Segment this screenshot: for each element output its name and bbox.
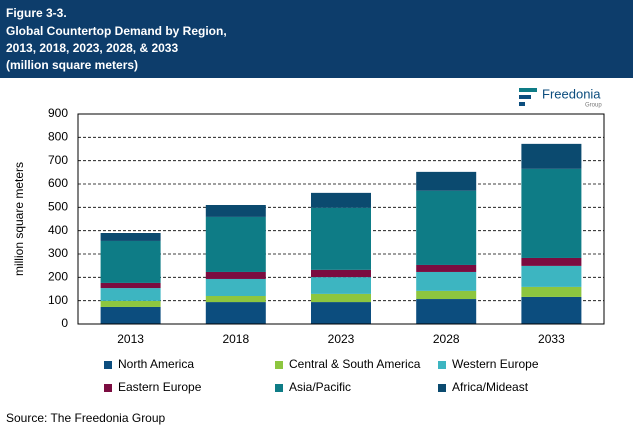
bar-segment xyxy=(416,290,477,300)
bar-segment xyxy=(100,288,161,301)
legend-label: Eastern Europe xyxy=(118,380,202,394)
bar-segment xyxy=(205,302,266,324)
y-tick-label: 900 xyxy=(48,106,68,120)
bar-segment xyxy=(311,207,371,270)
y-tick-label: 0 xyxy=(61,316,68,330)
bar-segment xyxy=(311,269,371,278)
bar-segment xyxy=(521,265,582,287)
legend-label: Central & South America xyxy=(289,357,421,371)
bar-segment xyxy=(416,190,477,265)
legend-label: Western Europe xyxy=(452,357,539,371)
figure-label: Figure 3-3. xyxy=(6,6,67,20)
bar-segment xyxy=(100,306,161,324)
bar-segment xyxy=(311,192,371,208)
chart-title: 2013, 2018, 2023, 2028, & 2033 xyxy=(6,41,178,55)
logo: Freedonia Group xyxy=(519,86,602,109)
logo-bar xyxy=(519,95,531,99)
x-tick-label: 2013 xyxy=(117,332,144,346)
bar-segment xyxy=(521,296,582,324)
bar-segment xyxy=(521,143,582,169)
logo-bar xyxy=(519,102,525,106)
bar-segment xyxy=(416,171,477,191)
bar-segment xyxy=(521,286,582,297)
x-tick-label: 2033 xyxy=(538,332,565,346)
chart-title: (million square meters) xyxy=(6,58,138,72)
x-tick-label: 2023 xyxy=(328,332,355,346)
legend-swatch xyxy=(438,361,446,369)
bar-segment xyxy=(416,271,477,291)
bar-segment xyxy=(311,302,371,324)
legend-label: North America xyxy=(118,357,194,371)
y-tick-label: 500 xyxy=(48,200,68,214)
legend-swatch xyxy=(275,361,283,369)
legend-swatch xyxy=(438,384,446,392)
bar-segment xyxy=(205,216,266,272)
bar-segment xyxy=(205,205,266,217)
header-band xyxy=(0,0,633,78)
plot-frame xyxy=(77,113,605,325)
y-tick-label: 800 xyxy=(48,130,68,144)
x-tick-label: 2018 xyxy=(222,332,249,346)
bar-segment xyxy=(521,257,582,266)
legend-label: Asia/Pacific xyxy=(289,380,351,394)
y-tick-label: 700 xyxy=(48,153,68,167)
legend-label: Africa/Mideast xyxy=(452,380,529,394)
legend-swatch xyxy=(104,361,112,369)
bar-segment xyxy=(100,233,161,241)
bar-segment xyxy=(521,168,582,258)
bar-segment xyxy=(311,293,371,303)
logo-sub: Group xyxy=(585,103,602,109)
bar-segment xyxy=(100,282,161,289)
bar-segment xyxy=(205,271,266,279)
y-tick-label: 600 xyxy=(48,176,68,190)
bar-segment xyxy=(416,299,477,324)
bar-segment xyxy=(416,264,477,272)
x-tick-label: 2028 xyxy=(433,332,460,346)
bar-segment xyxy=(100,300,161,307)
logo-name: Freedonia xyxy=(542,86,601,101)
y-axis-label: million square meters xyxy=(12,162,26,276)
bar-segment xyxy=(205,296,266,303)
legend-swatch xyxy=(104,384,112,392)
bar-segment xyxy=(311,277,371,294)
bar-segment xyxy=(100,240,161,283)
legend-swatch xyxy=(275,384,283,392)
y-tick-label: 200 xyxy=(48,270,68,284)
bar-segment xyxy=(205,278,266,296)
chart-title: Global Countertop Demand by Region, xyxy=(6,24,227,38)
source: Source: The Freedonia Group xyxy=(6,411,166,425)
y-tick-label: 400 xyxy=(48,223,68,237)
y-tick-label: 300 xyxy=(48,246,68,260)
y-tick-label: 100 xyxy=(48,293,68,307)
logo-bar xyxy=(519,88,537,92)
